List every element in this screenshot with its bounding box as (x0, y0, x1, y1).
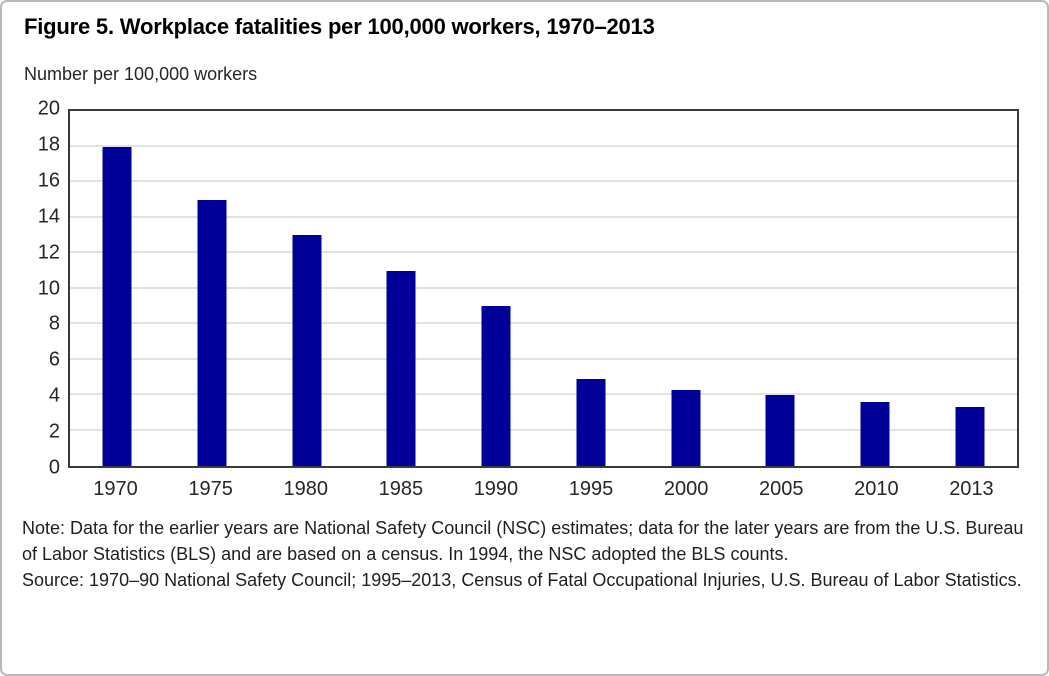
y-tick-label-20: 20 (37, 97, 60, 120)
y-tick-label-18: 18 (37, 133, 60, 156)
y-axis-tick-labels: 0 2 4 6 8 10 12 14 16 18 20 (16, 99, 60, 478)
gridline-18 (70, 144, 1017, 147)
gridline-12 (70, 251, 1017, 253)
gridline-10 (70, 286, 1017, 289)
bar-1995 (576, 379, 606, 466)
x-tick-label-1985: 1985 (378, 478, 424, 500)
bar-2000 (671, 389, 701, 466)
y-tick-label-16: 16 (37, 169, 60, 192)
y-tick-label-12: 12 (37, 241, 60, 264)
x-tick-label-1995: 1995 (568, 478, 614, 500)
figure-title: Figure 5. Workplace fatalities per 100,0… (24, 14, 655, 39)
bar-1975 (197, 199, 227, 466)
figure-source: Source: 1970–90 National Safety Council;… (22, 570, 1022, 590)
y-tick-label-2: 2 (48, 420, 60, 443)
gridline-6 (70, 357, 1017, 360)
bar-2013 (955, 407, 985, 466)
x-tick-label-1990: 1990 (473, 478, 519, 500)
y-tick-label-14: 14 (37, 205, 60, 228)
bar-2005 (765, 395, 795, 466)
plot-area (68, 109, 1019, 468)
bar-chart (68, 109, 1019, 468)
gridline-4 (70, 393, 1017, 395)
gridline-2 (70, 428, 1017, 431)
gridline-14 (70, 215, 1017, 218)
x-tick-label-1980: 1980 (283, 478, 329, 500)
x-tick-label-2013: 2013 (949, 478, 994, 500)
bar-1980 (292, 235, 322, 466)
y-tick-label-6: 6 (48, 348, 60, 371)
y-tick-label-0: 0 (48, 456, 60, 479)
x-axis-tick-labels: 1970 1975 1980 1985 1990 1995 2000 2005 2010 2013 (68, 479, 1019, 505)
x-tick-label-2005: 2005 (759, 478, 804, 500)
figure-footnotes: Note: Data for the earlier years are Nat… (22, 515, 1034, 593)
x-tick-label-1970: 1970 (93, 478, 138, 500)
gridline-8 (70, 322, 1017, 324)
y-tick-label-10: 10 (37, 277, 60, 300)
x-tick-label-1975: 1975 (188, 478, 233, 500)
x-tick-label-2010: 2010 (854, 478, 899, 500)
gridline-16 (70, 180, 1017, 182)
bar-1990 (481, 306, 511, 466)
figure-note: Note: Data for the earlier years are Nat… (22, 518, 1024, 564)
y-axis-title: Number per 100,000 workers (24, 64, 258, 84)
bar-2010 (860, 402, 890, 466)
x-tick-label-2000: 2000 (663, 478, 709, 500)
bar-1970 (102, 146, 132, 466)
y-tick-label-8: 8 (48, 312, 60, 335)
bar-1985 (386, 270, 416, 466)
y-tick-label-4: 4 (48, 384, 60, 407)
